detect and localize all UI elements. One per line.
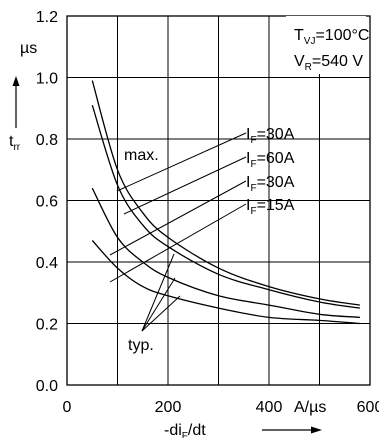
x-tick-label: 400 xyxy=(256,399,283,416)
y-tick-label: 1.2 xyxy=(36,9,58,26)
plot-frame xyxy=(66,15,371,386)
leader-line-1 xyxy=(123,156,247,215)
series-label-typ-60a: IF=60A xyxy=(246,150,295,170)
x-axis-label: -diF/dt xyxy=(164,422,206,438)
y-tick-label: 0.4 xyxy=(36,255,58,272)
series-line-2 xyxy=(91,187,360,319)
series-label-max-30a: IF=30A xyxy=(246,126,295,146)
leader-lines xyxy=(109,132,247,332)
y-tick-label: 0.6 xyxy=(36,194,58,211)
y-tick-label: 0.8 xyxy=(36,132,58,149)
leader-line-3 xyxy=(109,203,247,283)
y-axis-label: trr xyxy=(9,133,21,153)
series-line-0 xyxy=(91,80,361,306)
typ-label-background xyxy=(125,333,167,355)
x-tick-label: 0 xyxy=(63,399,72,416)
condition-tvj: TVJ=100°C xyxy=(294,27,369,47)
annotation-max: max. xyxy=(124,147,159,164)
y-tick-label: 0.0 xyxy=(36,378,58,395)
y-unit-label: µs xyxy=(20,40,37,57)
y-axis-arrow-head xyxy=(12,76,20,86)
series-label-typ-30a: IF=30A xyxy=(246,174,295,194)
x-tick-label: 600 xyxy=(357,399,379,416)
annotation-typ: typ. xyxy=(128,337,154,354)
leader-line-0 xyxy=(116,132,247,192)
max-label-background xyxy=(120,144,164,166)
x-tick-label: 200 xyxy=(155,399,182,416)
grid xyxy=(67,16,370,385)
series-line-1 xyxy=(91,105,360,309)
leader-line-5 xyxy=(141,277,176,332)
curves xyxy=(91,80,361,325)
x-unit-label: A/µs xyxy=(294,399,326,416)
leader-line-4 xyxy=(141,253,175,332)
leader-line-2 xyxy=(109,180,247,256)
x-axis-arrow-head xyxy=(311,426,322,434)
leader-line-6 xyxy=(141,295,181,332)
conditions-background xyxy=(286,16,366,74)
condition-vr: VR=540 V xyxy=(294,53,363,73)
series-label-typ-15a: IF=15A xyxy=(246,197,295,217)
series-line-3 xyxy=(91,240,360,325)
tick-labels: 0 200 400 600 0.0 0.2 0.4 0.6 0.8 1.0 1.2 xyxy=(36,9,379,416)
series-labels: IF=30A IF=60A IF=30A IF=15A xyxy=(246,126,295,217)
y-tick-label: 0.2 xyxy=(36,317,58,334)
y-tick-label: 1.0 xyxy=(36,71,58,88)
